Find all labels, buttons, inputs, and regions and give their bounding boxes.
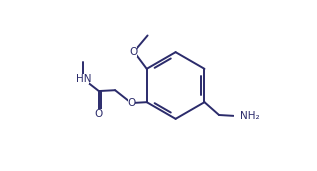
Bar xyxy=(128,98,135,108)
Text: O: O xyxy=(95,109,103,119)
Bar xyxy=(77,74,89,84)
Bar xyxy=(234,111,246,121)
Text: O: O xyxy=(127,98,135,108)
Text: O: O xyxy=(130,47,138,57)
Bar xyxy=(95,109,102,119)
Bar xyxy=(131,47,137,57)
Text: HN: HN xyxy=(76,74,91,84)
Text: NH₂: NH₂ xyxy=(240,111,260,121)
